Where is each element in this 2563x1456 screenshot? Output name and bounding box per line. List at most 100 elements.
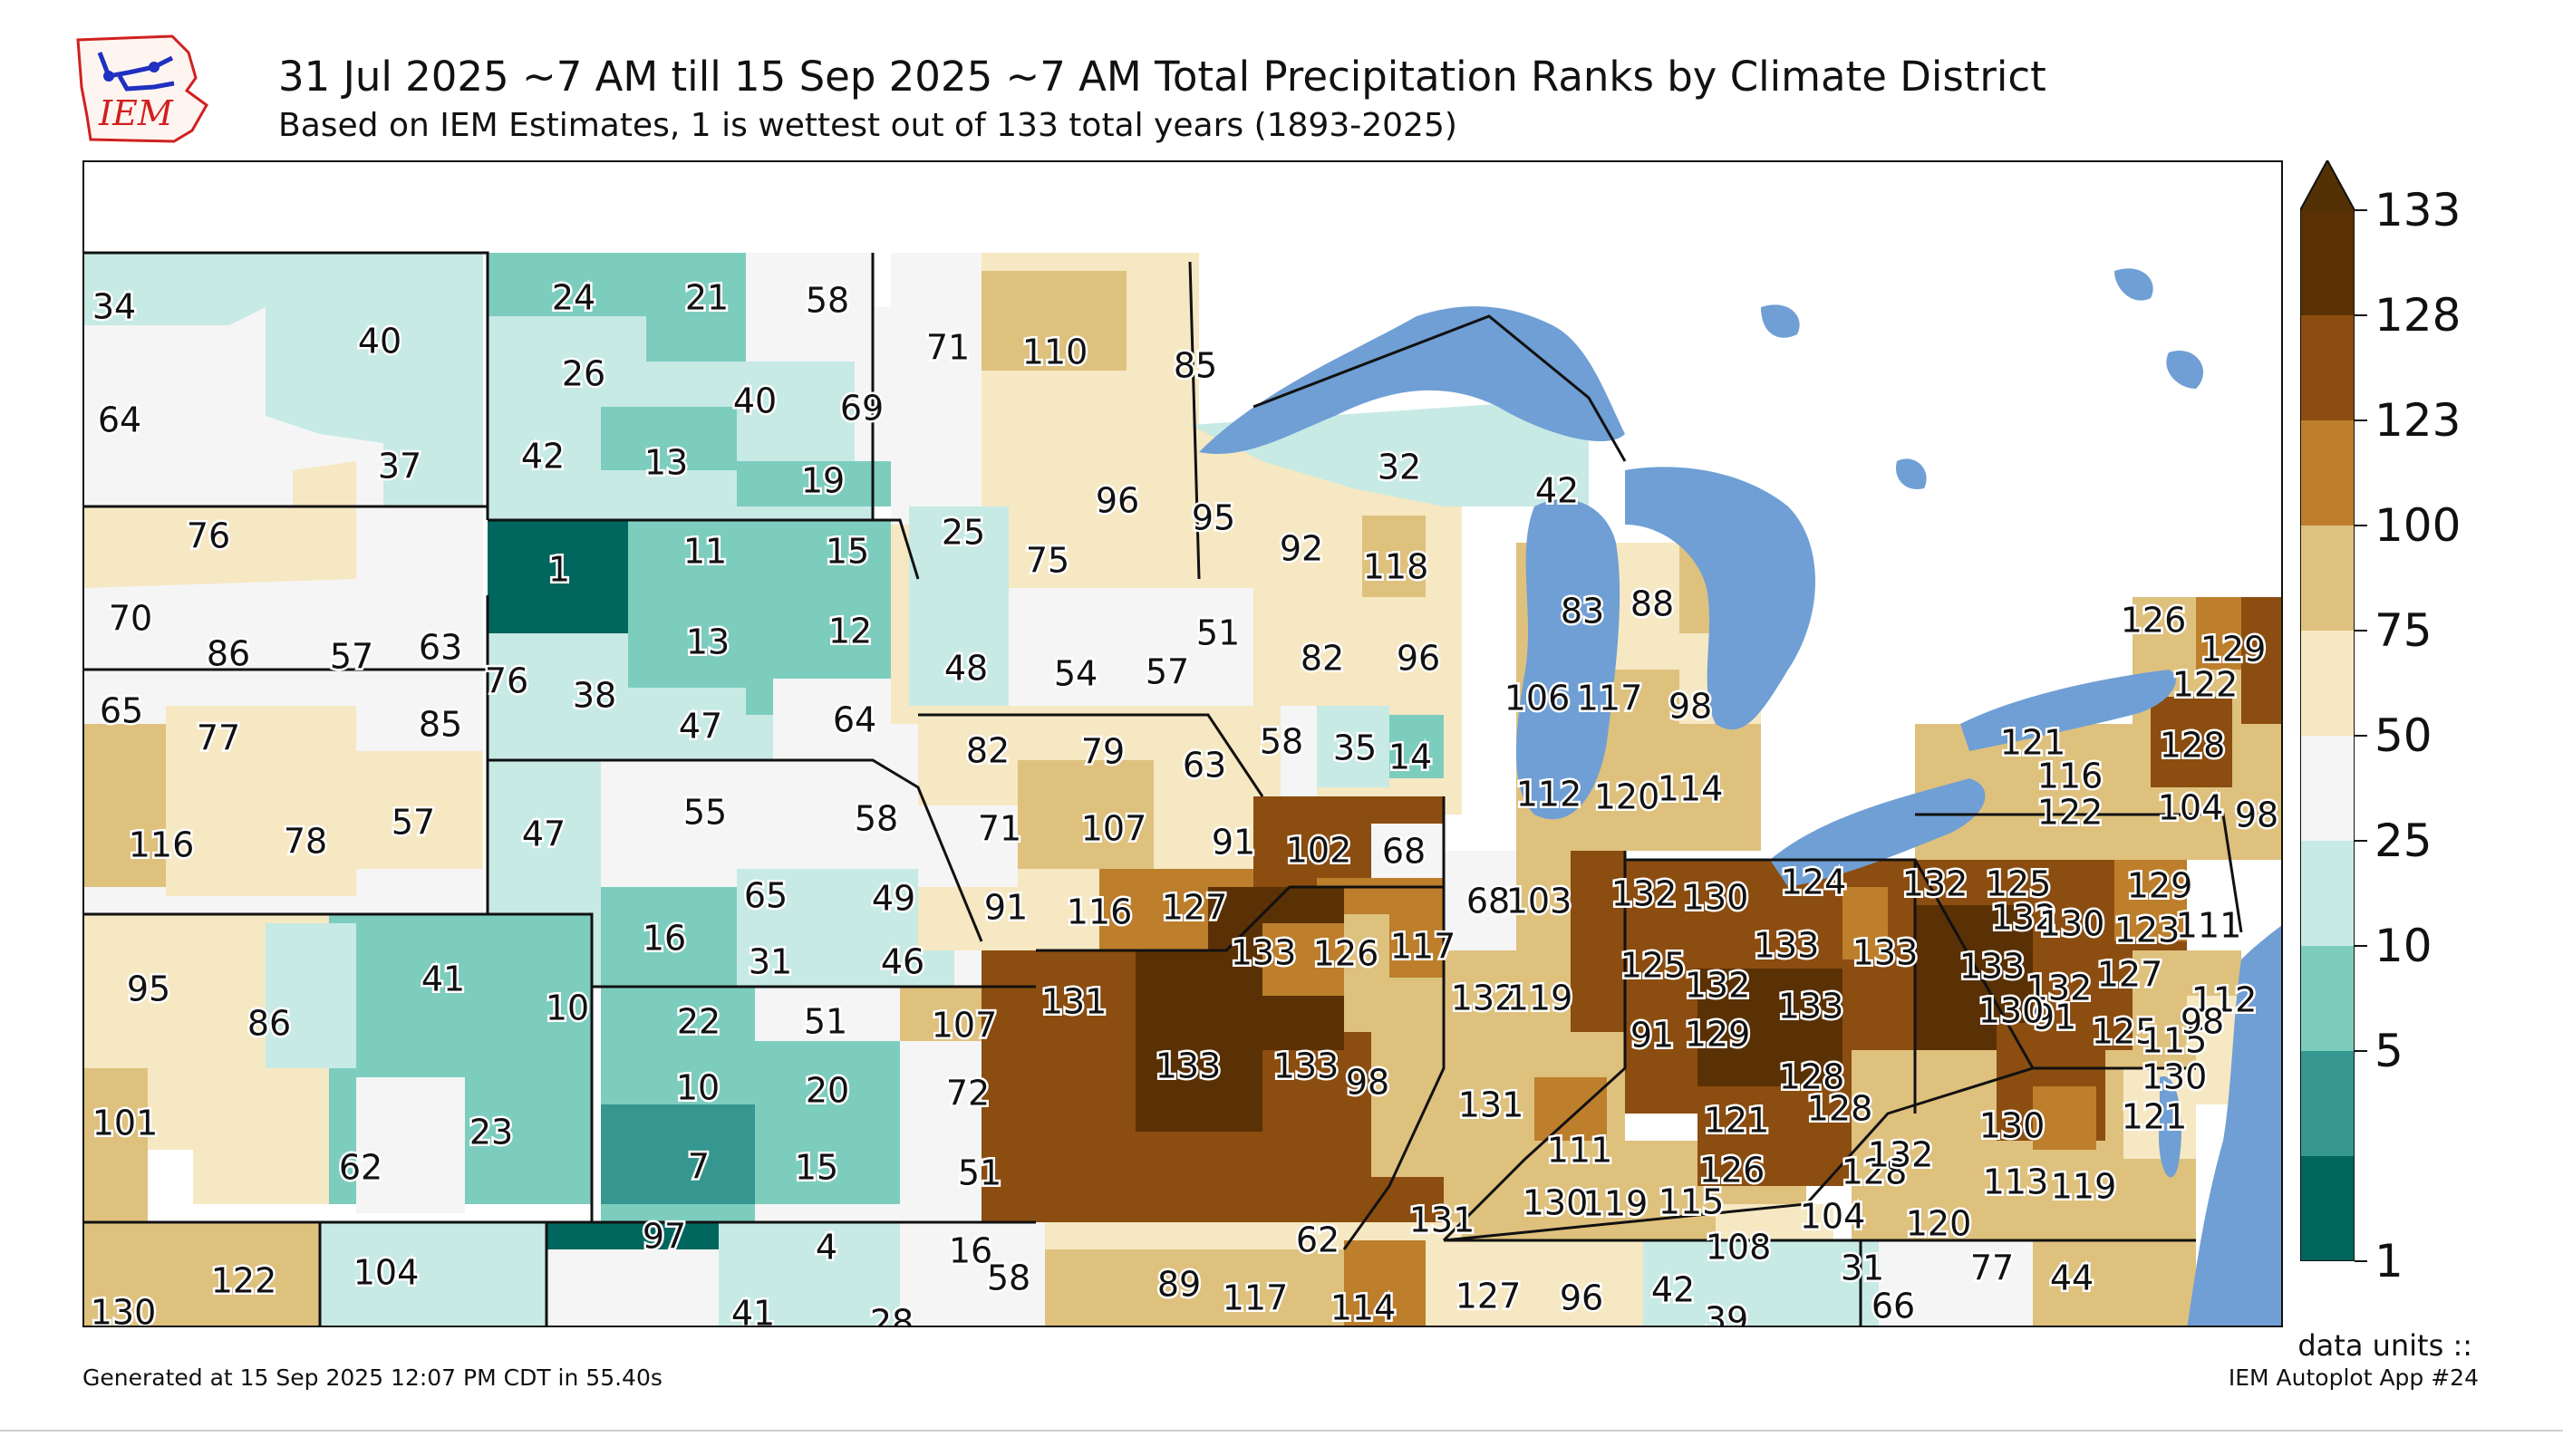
- district-rank-label: 98: [2235, 795, 2278, 835]
- district-rank-label: 68: [1466, 882, 1510, 921]
- district-rank-label: 15: [795, 1148, 838, 1188]
- district-rank-label: 91: [984, 888, 1028, 928]
- district-rank-label: 86: [207, 634, 250, 674]
- district-rank-label: 120: [1594, 777, 1660, 817]
- colorbar-segment: [2300, 1156, 2355, 1261]
- district-rank-label: 95: [1192, 498, 1235, 538]
- district-rank-label: 125: [1620, 946, 1687, 986]
- colorbar-extend-arrow: [2300, 160, 2355, 210]
- district-rank-label: 68: [1382, 832, 1426, 872]
- district-rank-label: 4: [816, 1228, 837, 1268]
- district-rank-label: 65: [744, 876, 788, 916]
- district-rank-label: 128: [1842, 1152, 1908, 1192]
- district-rank-label: 112: [2191, 980, 2258, 1020]
- district-rank-label: 126: [2121, 601, 2187, 641]
- district-rank-label: 35: [1333, 728, 1377, 768]
- district-rank-label: 58: [987, 1258, 1030, 1298]
- bottom-divider: [0, 1430, 2563, 1432]
- colorbar-segment: [2300, 946, 2355, 1052]
- district-rank-label: 11: [683, 532, 727, 572]
- district-rank-label: 24: [552, 278, 595, 318]
- district-rank-label: 133: [1852, 933, 1919, 973]
- colorbar-tick-label: 25: [2374, 815, 2432, 867]
- district-rank-label: 111: [1547, 1131, 1613, 1171]
- district-rank-label: 79: [1081, 732, 1125, 772]
- district-rank-label: 26: [562, 354, 605, 394]
- district-rank-label: 114: [1330, 1288, 1397, 1328]
- colorbar-tick-mark: [2355, 209, 2367, 211]
- district-rank-label: 122: [2172, 665, 2239, 705]
- district-rank-label: 66: [1871, 1287, 1915, 1326]
- district-rank-label: 121: [1704, 1101, 1770, 1141]
- district-rank-label: 57: [392, 803, 435, 843]
- district-rank-label: 16: [643, 919, 686, 959]
- colorbar-tick-mark: [2355, 1050, 2367, 1052]
- colorbar-tick-label: 133: [2374, 184, 2461, 236]
- district-rank-label: 48: [944, 649, 988, 689]
- district-rank-label: 51: [1196, 613, 1240, 653]
- chart-title: 31 Jul 2025 ~7 AM till 15 Sep 2025 ~7 AM…: [278, 53, 2046, 101]
- logo-text: IEM: [98, 93, 174, 133]
- district-rank-label: 119: [1582, 1184, 1649, 1224]
- district-rank-label: 91: [1212, 823, 1255, 863]
- district-rank-label: 62: [339, 1148, 382, 1188]
- district-rank-label: 130: [1979, 1106, 2046, 1146]
- district-rank-label: 133: [1959, 947, 2026, 987]
- district-rank-label: 31: [1841, 1249, 1884, 1288]
- district-rank-label: 49: [872, 879, 915, 919]
- district-rank-label: 127: [1456, 1277, 1522, 1316]
- district-rank-label: 13: [686, 622, 730, 662]
- district-rank-label: 132: [1868, 1135, 1934, 1175]
- district-rank-label: 132: [1685, 966, 1751, 1006]
- district-rank-label: 119: [1507, 979, 1573, 1018]
- district-rank-label: 107: [932, 1006, 998, 1046]
- district-rank-label: 77: [197, 718, 240, 758]
- district-rank-label: 130: [2142, 1057, 2208, 1097]
- district-rank-label: 40: [733, 381, 777, 421]
- district-rank-label: 130: [91, 1293, 157, 1328]
- district-rank-label: 58: [855, 799, 898, 839]
- colorbar-tick-mark: [2355, 630, 2367, 632]
- district-rank-label: 104: [1800, 1197, 1866, 1237]
- district-rank-label: 51: [804, 1002, 847, 1042]
- map-panel: 34 40 64 37 76 24 21 58 26 40 69 42 13 19 71 110 85 96 75 2…: [82, 160, 2283, 1327]
- district-rank-label: 126: [1699, 1151, 1765, 1191]
- district-rank-label: 125: [1986, 864, 2052, 904]
- lake-michigan: [1516, 499, 1620, 820]
- district-rank-label: 103: [1506, 882, 1572, 921]
- colorbar: [2300, 160, 2355, 1261]
- district-rank-label: 133: [1754, 926, 1820, 966]
- colorbar-tick-labels: 133 128 123 100 75 50 25 10 5 1: [2355, 160, 2536, 1287]
- district-rank-label: 115: [1659, 1182, 1725, 1222]
- district-rank-label: 42: [521, 437, 565, 477]
- district-rank-label: 112: [1516, 775, 1582, 815]
- district-rank-label: 113: [1983, 1162, 2049, 1202]
- district-rank-label: 118: [1363, 547, 1429, 587]
- district-rank-label: 28: [870, 1303, 914, 1328]
- river-icon: [97, 52, 175, 92]
- district-rank-label: 121: [2000, 723, 2066, 763]
- district-rank-label: 114: [1658, 769, 1724, 809]
- district-rank-label: 125: [2092, 1012, 2158, 1052]
- colorbar-segment: [2300, 526, 2355, 632]
- district-rank-label: 119: [2051, 1167, 2117, 1207]
- colorbar-tick-label: 100: [2374, 499, 2461, 552]
- district-rank-label: 63: [1183, 746, 1226, 786]
- colorbar-segment: [2300, 210, 2355, 316]
- district-rank-label: 110: [1022, 333, 1088, 372]
- district-rank-label: 42: [1651, 1270, 1695, 1310]
- district-rank-label: 96: [1560, 1278, 1603, 1318]
- district-rank-label: 95: [127, 969, 170, 1009]
- district-rank-label: 19: [801, 461, 845, 501]
- district-rank-label: 122: [2037, 793, 2104, 833]
- district-rank-label: 97: [643, 1217, 686, 1257]
- district-rank-label: 32: [1378, 448, 1421, 487]
- district-rank-label: 91: [1630, 1016, 1674, 1056]
- district-rank-label: 83: [1561, 592, 1604, 632]
- district-rank-label: 57: [330, 637, 373, 677]
- district-rank-label: 128: [1807, 1089, 1873, 1129]
- district-rank-label: 64: [833, 700, 876, 740]
- district-rank-label: 117: [1577, 679, 1643, 718]
